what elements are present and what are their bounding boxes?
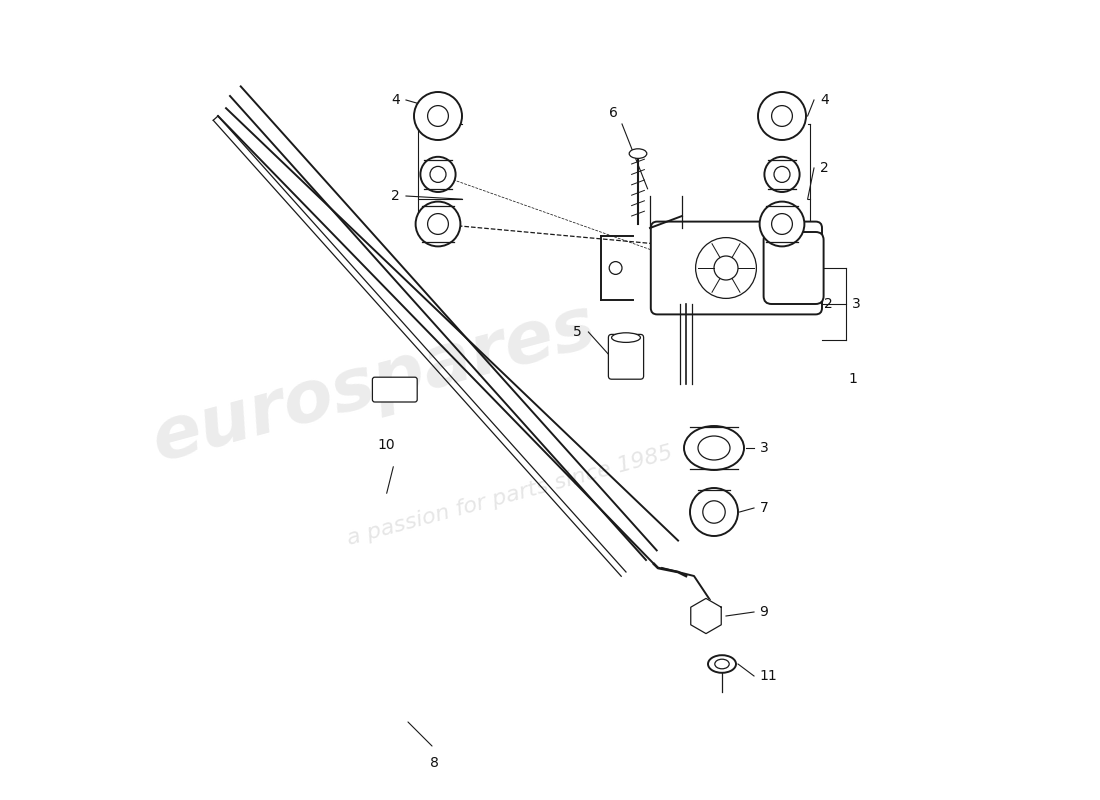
- Text: 2: 2: [824, 297, 833, 311]
- Text: 3: 3: [760, 441, 768, 455]
- Polygon shape: [691, 598, 722, 634]
- Text: 4: 4: [821, 93, 829, 107]
- Ellipse shape: [612, 333, 640, 342]
- Text: 6: 6: [609, 106, 618, 120]
- Text: 7: 7: [760, 501, 768, 515]
- Text: 11: 11: [760, 669, 778, 683]
- Text: a passion for parts since 1985: a passion for parts since 1985: [345, 443, 675, 549]
- Ellipse shape: [708, 655, 736, 673]
- Text: eurospares: eurospares: [144, 291, 604, 477]
- Ellipse shape: [715, 659, 729, 669]
- Text: 4: 4: [390, 93, 399, 107]
- Circle shape: [414, 92, 462, 140]
- FancyBboxPatch shape: [651, 222, 822, 314]
- Text: 10: 10: [377, 438, 395, 452]
- FancyBboxPatch shape: [373, 377, 417, 402]
- Text: 2: 2: [390, 189, 399, 203]
- Circle shape: [758, 92, 806, 140]
- Text: 3: 3: [852, 297, 861, 311]
- Circle shape: [764, 157, 800, 192]
- Text: 5: 5: [573, 325, 582, 339]
- Text: 1: 1: [848, 372, 857, 386]
- Circle shape: [416, 202, 461, 246]
- Text: 8: 8: [430, 756, 439, 770]
- Circle shape: [695, 238, 757, 298]
- Ellipse shape: [684, 426, 744, 470]
- Circle shape: [760, 202, 804, 246]
- Ellipse shape: [698, 436, 730, 460]
- FancyBboxPatch shape: [608, 334, 644, 379]
- Text: 9: 9: [760, 605, 769, 619]
- Circle shape: [690, 488, 738, 536]
- Text: 2: 2: [821, 161, 829, 175]
- Circle shape: [420, 157, 455, 192]
- FancyBboxPatch shape: [763, 232, 824, 304]
- Ellipse shape: [629, 149, 647, 158]
